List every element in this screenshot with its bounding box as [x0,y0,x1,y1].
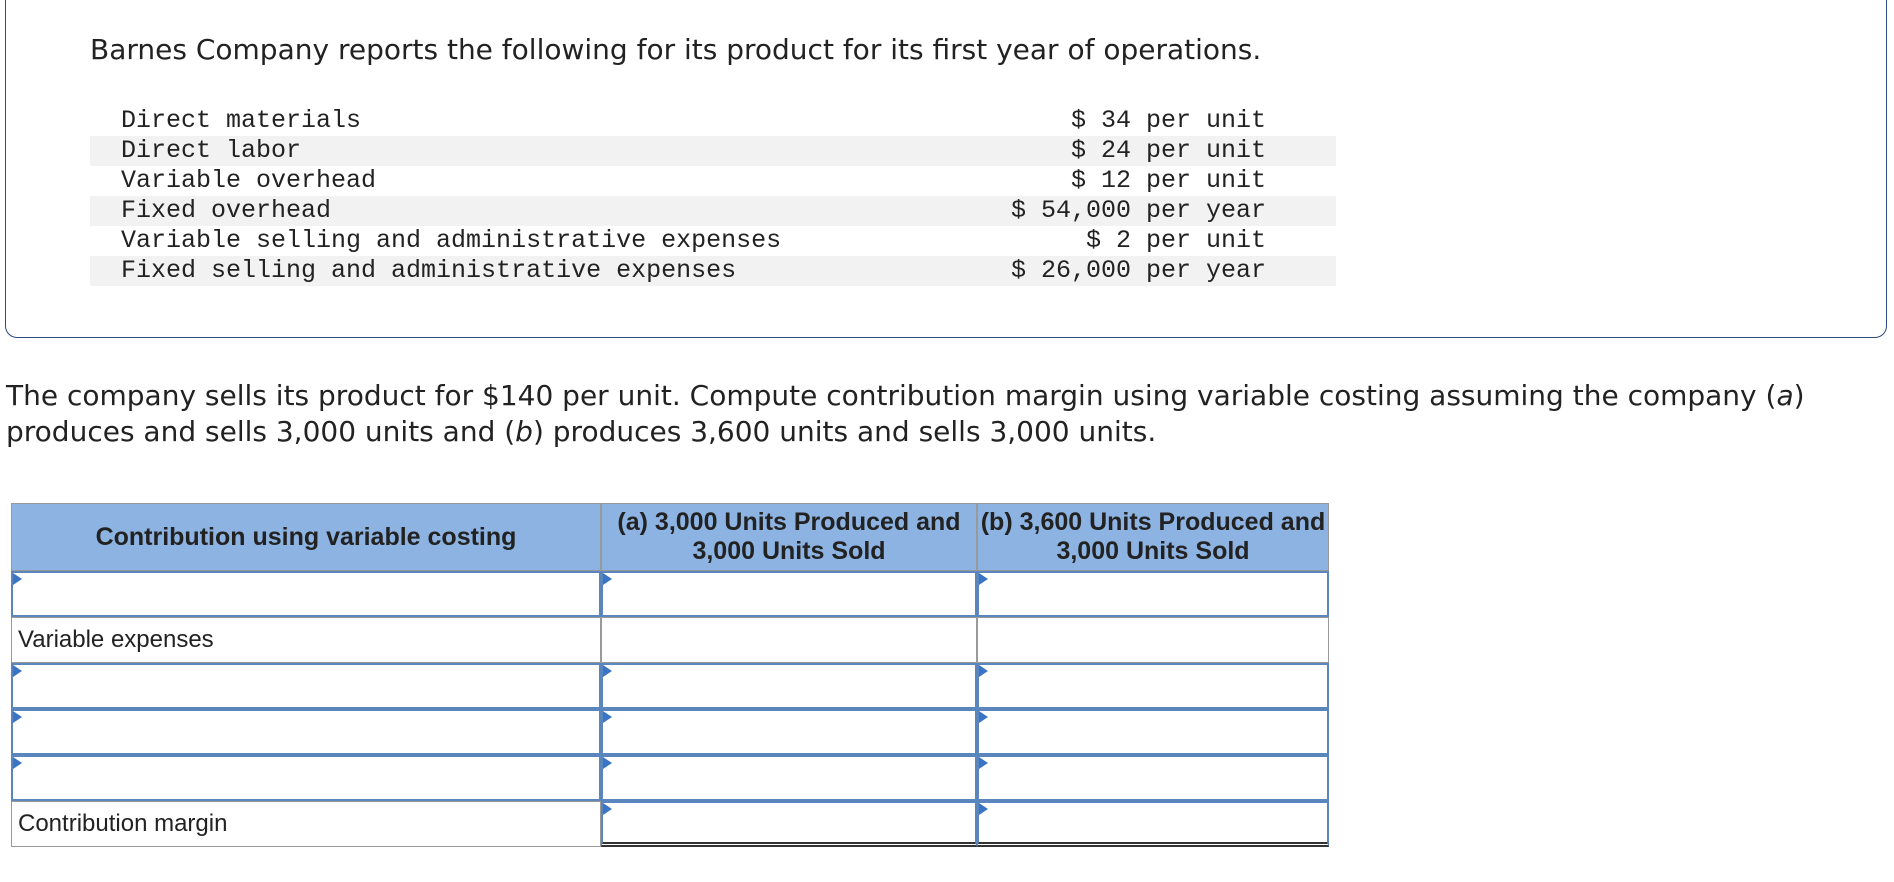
input-cell[interactable] [11,709,601,755]
cost-list: Direct materials $ 34 per unit Direct lab… [90,106,1336,286]
question-text: The company sells its product for $140 p… [6,379,1777,412]
input-cell[interactable] [977,755,1329,801]
cost-value: $ 24 per unit [1070,136,1266,165]
input-cell[interactable] [601,709,977,755]
input-cell[interactable] [977,571,1329,617]
cost-row: Variable selling and administrative expe… [90,226,1336,256]
cost-value: $ 54,000 per year [1010,196,1266,225]
input-cell[interactable] [11,663,601,709]
input-cell[interactable] [601,801,977,847]
cost-row: Fixed selling and administrative expense… [90,256,1336,286]
column-header: (b) 3,600 Units Produced and 3,000 Units… [977,503,1329,571]
cost-row: Variable overhead $ 12 per unit [90,166,1336,196]
question-text: ) produces and sells 3,000 units and ( [6,379,1805,448]
question-text: ) produces 3,600 units and sells 3,000 u… [532,415,1157,448]
question-text: b [515,415,533,448]
question-text: a [1776,379,1794,412]
row-label: Contribution margin [11,801,601,847]
column-header: Contribution using variable costing [11,503,601,571]
info-box [5,0,1887,338]
cost-label: Variable selling and administrative expe… [121,226,782,255]
input-cell[interactable] [977,709,1329,755]
cost-value: $ 34 per unit [1070,106,1266,135]
cost-row: Fixed overhead $ 54,000 per year [90,196,1336,226]
cost-label: Fixed overhead [121,196,332,225]
empty-cell [977,617,1329,663]
input-cell[interactable] [11,571,601,617]
cost-label: Direct labor [121,136,302,165]
input-cell[interactable] [601,663,977,709]
input-cell[interactable] [601,755,977,801]
cost-value: $ 2 per unit [1085,226,1266,255]
cost-row: Direct materials $ 34 per unit [90,106,1336,136]
cost-label: Fixed selling and administrative expense… [121,256,737,285]
input-cell[interactable] [977,801,1329,847]
column-header: (a) 3,000 Units Produced and 3,000 Units… [601,503,977,571]
header-text: Barnes Company reports the following for… [90,33,1262,66]
input-cell[interactable] [601,571,977,617]
cost-label: Direct materials [121,106,362,135]
input-cell[interactable] [11,755,601,801]
row-label: Variable expenses [11,617,601,663]
question: The company sells its product for $140 p… [6,378,1856,450]
input-cell[interactable] [977,663,1329,709]
cost-value: $ 12 per unit [1070,166,1266,195]
cost-label: Variable overhead [121,166,377,195]
empty-cell [601,617,977,663]
cost-value: $ 26,000 per year [1010,256,1266,285]
cost-row: Direct labor $ 24 per unit [90,136,1336,166]
